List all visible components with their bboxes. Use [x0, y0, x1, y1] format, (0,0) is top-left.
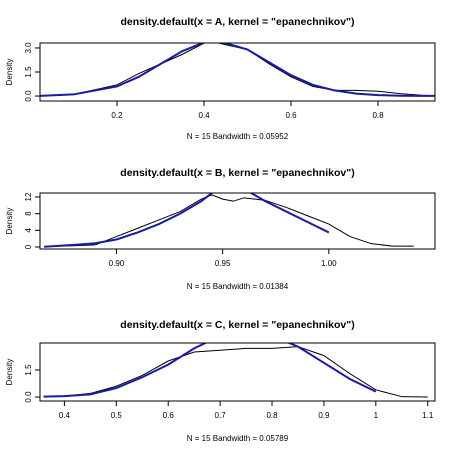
density-line	[44, 193, 330, 248]
x-tick-label: 0.90	[109, 259, 125, 268]
x-tick-label: 0.4	[59, 411, 71, 420]
x-tick-label: 0.9	[318, 411, 330, 420]
x-tick-label: 0.6	[163, 411, 175, 420]
x-axis-subtitle: N = 15 Bandwidth = 0.05789	[187, 434, 289, 443]
chart-title: density.default(x = B, kernel = "epanech…	[120, 167, 354, 179]
y-axis-title: Density	[5, 59, 14, 86]
x-tick-label: 0.8	[266, 411, 278, 420]
x-tick-label: 0.8	[372, 111, 384, 120]
x-tick-label: 0.2	[111, 111, 123, 120]
y-axis-title: Density	[5, 208, 14, 235]
y-tick-label: 12	[24, 192, 33, 201]
plot-frame	[39, 42, 436, 102]
density-line	[40, 43, 435, 97]
x-tick-label: 0.95	[215, 259, 231, 268]
x-axis-subtitle: N = 15 Bandwidth = 0.05952	[187, 132, 289, 141]
density-line	[40, 43, 435, 97]
y-tick-label: 3.0	[24, 42, 33, 54]
x-tick-label: 1.1	[422, 411, 434, 420]
y-tick-label: 1.5	[24, 364, 33, 376]
y-tick-label: 0.0	[24, 391, 33, 403]
density-line	[44, 194, 414, 248]
y-tick-label: 0	[24, 244, 33, 249]
y-tick-label: 8	[24, 211, 33, 216]
x-axis-subtitle: N = 15 Bandwidth = 0.01384	[187, 282, 289, 291]
plot-frame	[39, 192, 436, 250]
chart-title: density.default(x = A, kernel = "epanech…	[120, 16, 354, 28]
density-line	[43, 346, 428, 398]
x-tick-label: 0.7	[215, 411, 227, 420]
plot-frame	[39, 342, 436, 402]
x-tick-label: 1	[374, 411, 379, 420]
y-tick-label: 0.0	[24, 90, 33, 102]
x-tick-label: 1.00	[321, 259, 337, 268]
y-tick-label: 4	[24, 228, 33, 233]
x-tick-label: 0.4	[198, 111, 210, 120]
y-axis-title: Density	[5, 359, 14, 386]
chart-title: density.default(x = C, kernel = "epanech…	[120, 319, 354, 331]
y-tick-label: 1.5	[24, 66, 33, 78]
x-tick-label: 0.5	[111, 411, 123, 420]
x-tick-label: 0.6	[285, 111, 297, 120]
density-line	[43, 343, 377, 398]
